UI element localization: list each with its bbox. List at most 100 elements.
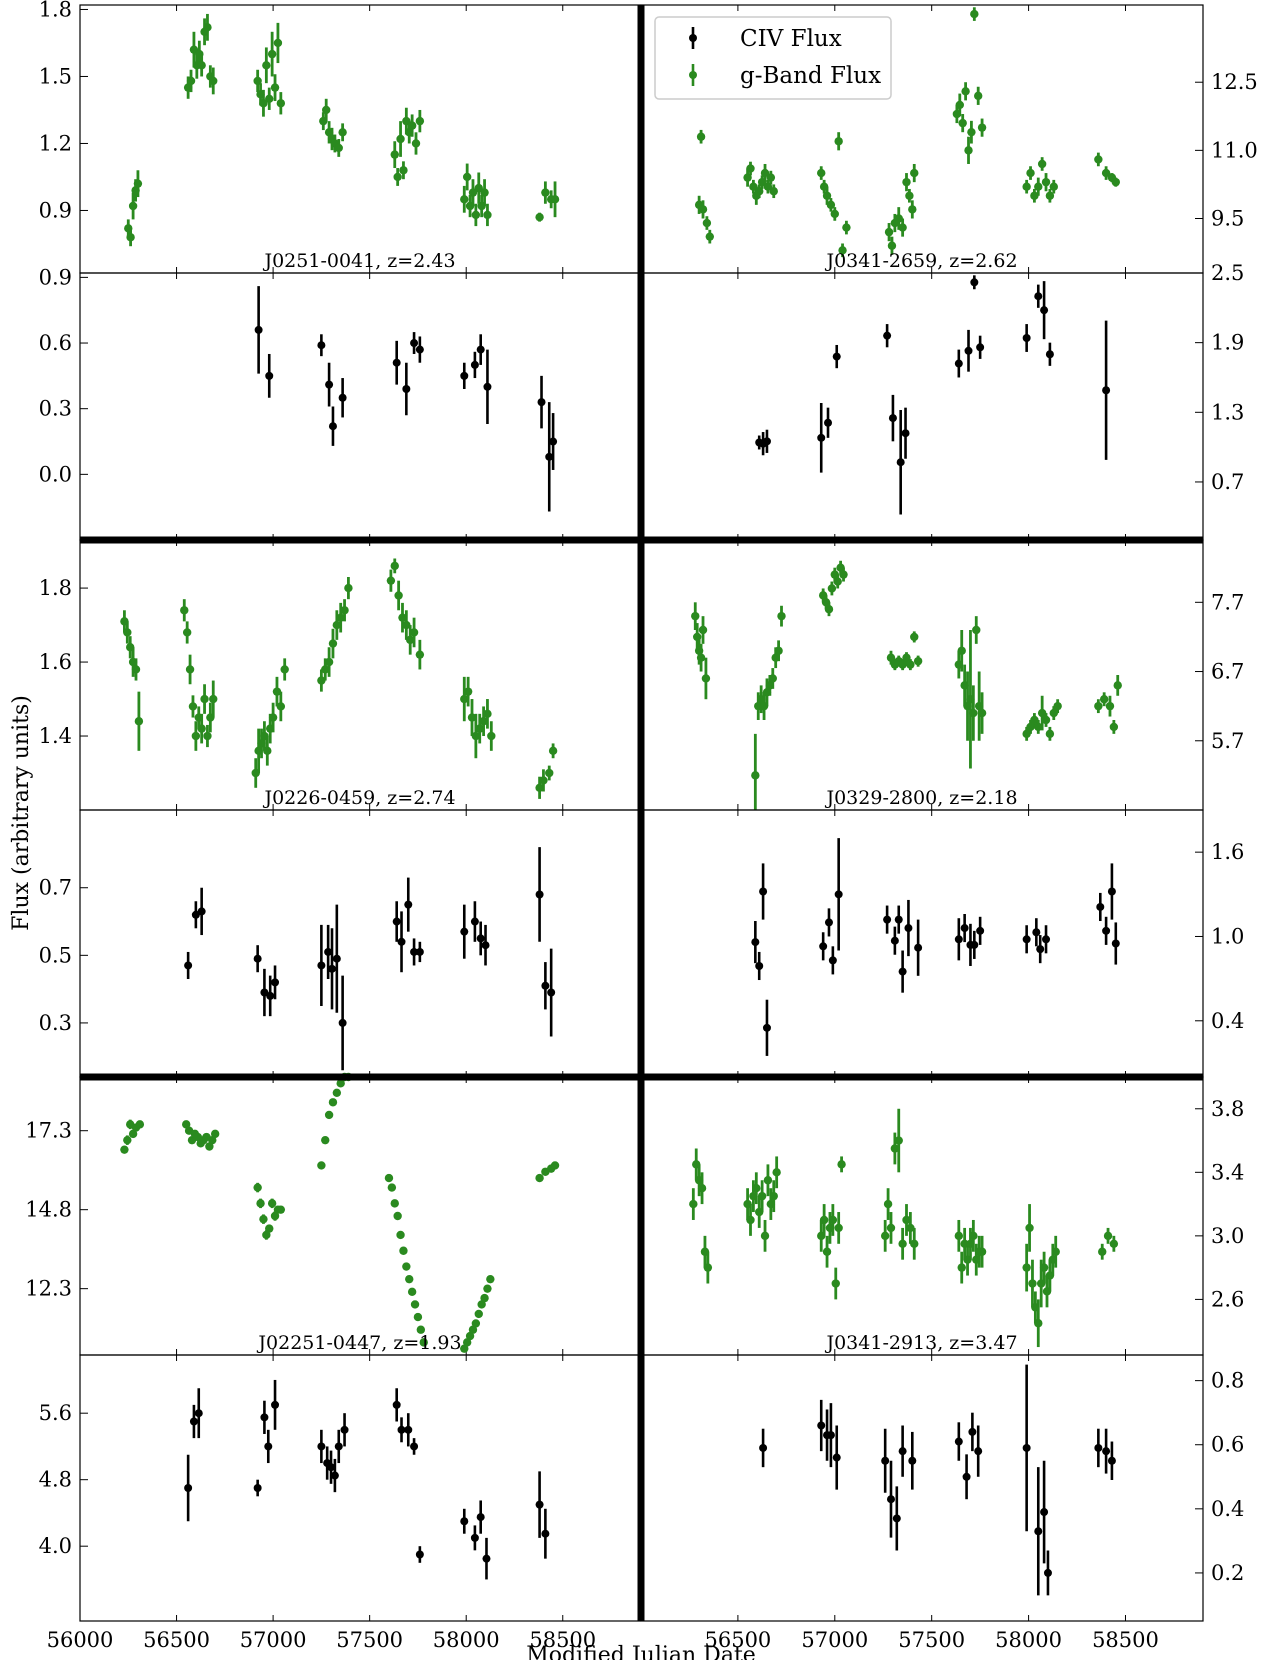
civ-point bbox=[826, 1431, 835, 1440]
gband-point bbox=[957, 646, 966, 655]
civ-point bbox=[197, 907, 206, 916]
panel-gband: 0.9 1.2 1.5 1.8 J0251-0041, z=2.43 bbox=[39, 0, 641, 274]
gband-point bbox=[701, 674, 711, 683]
civ-point bbox=[762, 437, 771, 446]
gband-point bbox=[1041, 177, 1051, 187]
gband-point bbox=[763, 182, 773, 191]
gband-point bbox=[1049, 708, 1058, 718]
y-tick-label: 12.5 bbox=[1211, 70, 1258, 94]
gband-point bbox=[697, 1184, 707, 1193]
gband-point bbox=[210, 1129, 220, 1139]
gband-point bbox=[344, 583, 353, 593]
y-tick-label: 5.6 bbox=[39, 1401, 72, 1425]
gband-point bbox=[535, 783, 544, 793]
gband-point bbox=[954, 1231, 964, 1241]
civ-point bbox=[392, 358, 401, 367]
civ-point bbox=[184, 1484, 193, 1492]
y-tick-label: 3.0 bbox=[1211, 1224, 1244, 1248]
civ-point bbox=[330, 1471, 339, 1480]
gband-point bbox=[265, 1224, 274, 1233]
civ-point bbox=[883, 331, 892, 340]
panel-frame bbox=[79, 1076, 641, 1356]
x-tick-label: 56000 bbox=[47, 1628, 114, 1652]
civ-point bbox=[410, 339, 419, 348]
gband-point bbox=[696, 653, 706, 662]
civ-point bbox=[325, 380, 334, 389]
gband-point bbox=[413, 1312, 423, 1322]
gband-point bbox=[328, 1098, 338, 1107]
gband-point bbox=[197, 724, 206, 733]
gband-point bbox=[322, 105, 331, 115]
y-tick-label: 6.7 bbox=[1211, 660, 1244, 684]
civ-point bbox=[397, 1425, 406, 1434]
gband-point bbox=[768, 674, 777, 683]
civ-point bbox=[184, 961, 193, 970]
gband-point bbox=[974, 91, 983, 101]
gband-point bbox=[839, 570, 848, 579]
gband-point bbox=[977, 708, 987, 718]
gband-point bbox=[842, 223, 851, 232]
gband-point bbox=[188, 702, 198, 711]
gband-point bbox=[280, 665, 289, 674]
y-tick-label: 7.7 bbox=[1211, 590, 1244, 614]
gband-point bbox=[550, 1161, 560, 1170]
civ-point bbox=[317, 1442, 326, 1451]
gband-point bbox=[474, 1309, 483, 1319]
gband-point bbox=[1109, 1239, 1119, 1249]
gband-point bbox=[402, 1262, 411, 1271]
gband-point bbox=[270, 1211, 280, 1221]
y-tick-label: 0.4 bbox=[1211, 1497, 1244, 1521]
civ-point bbox=[970, 940, 979, 949]
y-tick-label: 3.4 bbox=[1211, 1160, 1244, 1184]
x-tick-label: 58000 bbox=[995, 1628, 1062, 1652]
civ-point bbox=[481, 941, 490, 950]
gband-point bbox=[468, 188, 478, 197]
civ-point bbox=[881, 1456, 890, 1465]
civ-point bbox=[338, 393, 347, 402]
gband-point bbox=[471, 1319, 481, 1328]
gband-point bbox=[1022, 182, 1031, 191]
civ-point bbox=[404, 900, 413, 909]
gband-point bbox=[539, 776, 548, 785]
panel-label: J0341-2659, z=2.62 bbox=[824, 250, 1017, 272]
civ-point bbox=[1036, 945, 1045, 954]
gband-point bbox=[463, 687, 473, 696]
civ-point bbox=[547, 988, 556, 997]
y-tick-label: 0.9 bbox=[39, 198, 72, 222]
gband-point bbox=[411, 139, 421, 148]
gband-point bbox=[262, 1230, 271, 1240]
civ-point bbox=[476, 1513, 485, 1522]
gband-point bbox=[696, 132, 706, 141]
civ-point bbox=[194, 1409, 203, 1418]
civ-point bbox=[338, 1018, 347, 1027]
panel-gband: 2.6 3.0 3.4 3.8 J0341-2913, z=3.47 bbox=[640, 1076, 1244, 1356]
gband-point bbox=[1039, 1263, 1049, 1272]
gband-point bbox=[462, 172, 472, 182]
civ-point bbox=[888, 414, 897, 423]
gband-point bbox=[1022, 1263, 1031, 1272]
civ-point bbox=[962, 1472, 971, 1481]
gband-point bbox=[402, 620, 411, 630]
gband-point bbox=[545, 768, 554, 778]
gband-point bbox=[407, 1287, 417, 1297]
gband-point bbox=[1111, 177, 1120, 187]
civ-point bbox=[964, 346, 973, 355]
civ-point bbox=[898, 967, 907, 976]
civ-point bbox=[1107, 1456, 1116, 1465]
gband-point bbox=[272, 687, 282, 696]
gband-point bbox=[902, 1215, 911, 1225]
gband-point bbox=[386, 576, 396, 585]
gband-point bbox=[191, 731, 201, 741]
gband-point bbox=[475, 724, 484, 733]
x-tick-label: 58000 bbox=[433, 1628, 500, 1652]
civ-point bbox=[340, 1425, 349, 1434]
civ-point bbox=[264, 1442, 273, 1451]
gband-point bbox=[209, 76, 218, 86]
gband-point bbox=[969, 708, 978, 718]
gband-point bbox=[471, 210, 481, 220]
civ-point bbox=[549, 437, 558, 446]
gband-point bbox=[128, 1129, 138, 1139]
y-tick-label: 0.9 bbox=[39, 265, 72, 289]
y-tick-label: 0.5 bbox=[39, 943, 72, 967]
gband-point bbox=[203, 23, 212, 32]
